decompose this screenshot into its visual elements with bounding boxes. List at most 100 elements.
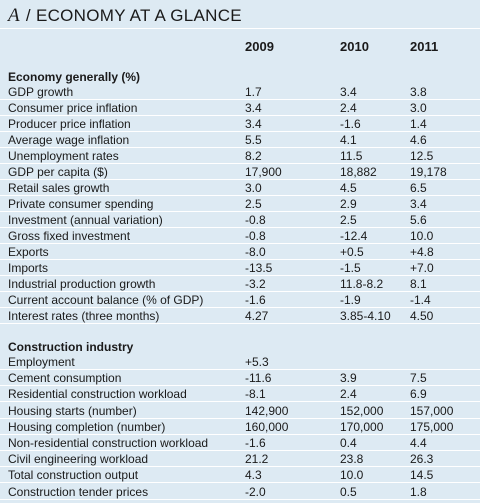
cell-value-2011: 7.5 — [410, 371, 427, 386]
cell-label: Average wage inflation — [8, 133, 130, 147]
cell-label: GDP per capita ($) — [8, 165, 108, 179]
cell-label: Producer price inflation — [8, 117, 131, 131]
cell-value-2010: -1.9 — [340, 293, 361, 307]
cell-value-2011: 6.9 — [410, 387, 427, 402]
cell-value-2009: -1.6 — [245, 436, 266, 450]
cell-value-2009: 1.7 — [245, 85, 262, 99]
cell-value-2009: 4.27 — [245, 309, 269, 323]
cell-value-2009: 4.3 — [245, 468, 262, 483]
cell-value-2009: -0.8 — [245, 213, 266, 227]
cell-value-2011: 12.5 — [410, 149, 434, 163]
cell-value-2009: 5.5 — [245, 133, 262, 147]
section-title-construction: Construction industry — [8, 340, 134, 354]
cell-value-2010: 4.1 — [340, 133, 357, 147]
cell-value-2009: 21.2 — [245, 452, 269, 467]
cell-value-2010: 0.5 — [340, 484, 357, 499]
cell-value-2010: 2.4 — [340, 387, 357, 402]
cell-label: Non-residential construction workload — [8, 436, 209, 450]
cell-label: Civil engineering workload — [8, 452, 149, 467]
cell-value-2009: -0.8 — [245, 229, 266, 243]
cell-label: Housing starts (number) — [8, 403, 137, 418]
cell-value-2010: 11.5 — [340, 149, 363, 163]
cell-value-2011: 3.0 — [410, 101, 427, 115]
cell-value-2009: 3.0 — [245, 181, 262, 195]
cell-label: Total construction output — [8, 468, 139, 483]
table-row: Retail sales growth 3.0 4.5 6.5 — [0, 180, 480, 196]
cell-value-2011: 4.6 — [410, 133, 427, 147]
cell-value-2009: 3.4 — [245, 117, 262, 131]
table-row: Cement consumption -11.6 3.9 7.5 — [0, 370, 480, 387]
page-title: A / ECONOMY AT A GLANCE — [8, 5, 242, 27]
cell-value-2009: -13.5 — [245, 261, 273, 275]
cell-label: Investment (annual variation) — [8, 213, 163, 227]
cell-value-2009: 17,900 — [245, 165, 282, 179]
table-row: Producer price inflation 3.4 -1.6 1.4 — [0, 116, 480, 132]
table-row: Construction tender prices -2.0 0.5 1.8 — [0, 484, 480, 500]
cell-value-2010: 23.8 — [340, 452, 364, 467]
cell-value-2011: 175,000 — [410, 419, 454, 434]
cell-value-2011: 1.8 — [410, 484, 427, 499]
cell-label: GDP growth — [8, 85, 74, 99]
table-row: Exports -8.0 +0.5 +4.8 — [0, 244, 480, 260]
table-row: Total construction output 4.3 10.0 14.5 — [0, 467, 480, 484]
table-row: Housing completion (number) 160,000 170,00… — [0, 419, 480, 435]
cell-value-2009: -1.6 — [245, 293, 266, 307]
cell-value-2010: 3.85-4.10 — [340, 309, 391, 323]
table-row: Industrial production growth -3.2 11.8-8.2… — [0, 276, 480, 292]
cell-value-2011: 4.50 — [410, 309, 434, 323]
cell-value-2010: 3.9 — [340, 371, 357, 386]
table-row: GDP growth 1.7 3.4 3.8 — [0, 84, 480, 100]
table-row: Average wage inflation 5.5 4.1 4.6 — [0, 132, 480, 148]
cell-value-2011: 8.1 — [410, 277, 427, 291]
table-row: Unemployment rates 8.2 11.5 12.5 — [0, 148, 480, 164]
cell-label: Retail sales growth — [8, 181, 110, 195]
cell-value-2009: -2.0 — [245, 484, 266, 499]
title-text: ECONOMY AT A GLANCE — [35, 6, 242, 25]
cell-label: Cement consumption — [8, 371, 122, 386]
cell-value-2010: -12.4 — [340, 229, 368, 243]
cell-value-2009: +5.3 — [245, 355, 269, 369]
cell-value-2010: 2.9 — [340, 197, 357, 211]
cell-value-2009: -8.1 — [245, 387, 266, 402]
table-row: Employment +5.3 — [0, 354, 480, 370]
cell-value-2011: 157,000 — [410, 403, 454, 418]
cell-value-2011: 6.5 — [410, 181, 427, 195]
cell-value-2009: -11.6 — [245, 371, 272, 386]
year-header-2011: 2011 — [410, 39, 439, 54]
cell-value-2011: 5.6 — [410, 213, 427, 227]
cell-value-2010: +0.5 — [340, 245, 364, 259]
cell-label: Employment — [8, 355, 75, 369]
cell-label: Industrial production growth — [8, 277, 156, 291]
cell-value-2009: -3.2 — [245, 277, 266, 291]
cell-value-2010: 2.4 — [340, 101, 357, 115]
year-header-2010: 2010 — [340, 39, 369, 54]
cell-label: Interest rates (three months) — [8, 309, 160, 323]
table-row: Residential construction workload -8.1 2.4… — [0, 386, 480, 403]
table-row: Non-residential construction workload -1.… — [0, 435, 480, 451]
cell-label: Gross fixed investment — [8, 229, 131, 243]
cell-value-2010: 11.8-8.2 — [340, 277, 384, 291]
cell-value-2010: -1.6 — [340, 117, 361, 131]
year-header-2009: 2009 — [245, 39, 274, 54]
cell-label: Private consumer spending — [8, 197, 154, 211]
section-title-economy: Economy generally (%) — [8, 70, 141, 84]
table-row: Civil engineering workload 21.2 23.8 26.3 — [0, 451, 480, 468]
cell-value-2010: -1.5 — [340, 261, 361, 275]
cell-value-2010: 170,000 — [340, 419, 384, 434]
cell-value-2011: 3.4 — [410, 197, 427, 211]
cell-value-2010: 3.4 — [340, 85, 357, 99]
table-row: Investment (annual variation) -0.8 2.5 5.6 — [0, 212, 480, 228]
cell-value-2011: 14.5 — [410, 468, 434, 483]
table-row: Interest rates (three months) 4.27 3.85-4.… — [0, 308, 480, 324]
table-row: Consumer price inflation 3.4 2.4 3.0 — [0, 100, 480, 116]
cell-value-2011: 10.0 — [410, 229, 434, 243]
cell-value-2010: 10.0 — [340, 468, 364, 483]
table-row: GDP per capita ($) 17,900 18,882 19,178 — [0, 164, 480, 180]
cell-value-2011: -1.4 — [410, 293, 431, 307]
cell-value-2011: 4.4 — [410, 436, 427, 450]
table-row: Gross fixed investment -0.8 -12.4 10.0 — [0, 228, 480, 244]
cell-value-2011: 3.8 — [410, 85, 427, 99]
cell-label: Residential construction workload — [8, 387, 187, 402]
cell-label: Unemployment rates — [8, 149, 119, 163]
cell-value-2010: 2.5 — [340, 213, 357, 227]
